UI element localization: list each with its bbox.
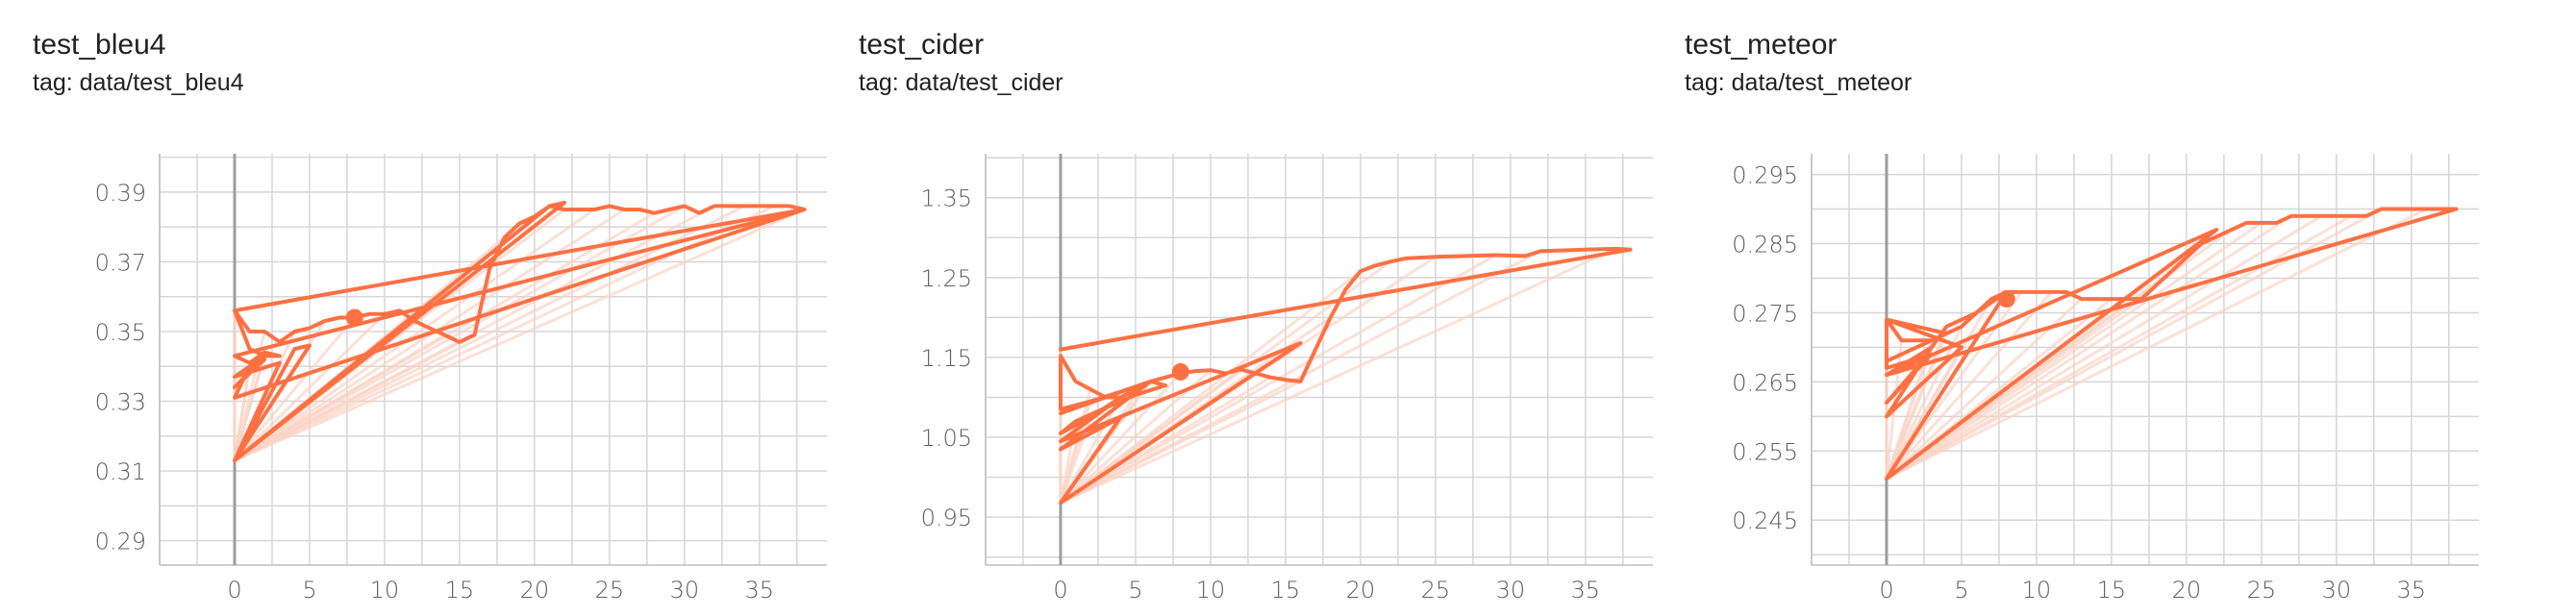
x-tick-label: 5 [1128, 577, 1142, 604]
x-tick-label: 0 [227, 577, 241, 604]
y-tick-label: 1.25 [921, 265, 972, 292]
raw-series-segment [1059, 396, 1122, 504]
x-tick-label: 10 [2022, 577, 2052, 604]
y-tick-label: 0.29 [95, 529, 146, 555]
raw-series-segment [1885, 333, 1948, 480]
chart-panel-test-bleu4: test_bleu4 tag: data/test_bleu4 0.29 0.31… [0, 0, 827, 616]
x-tick-label: 30 [1496, 577, 1526, 604]
x-tick-label: 35 [745, 577, 775, 604]
y-tick-label: 0.245 [1732, 507, 1798, 534]
raw-series-segment [234, 208, 596, 462]
raw-series-segment [1885, 290, 2053, 480]
x-tick-label: 25 [595, 577, 625, 604]
y-tick-label: 0.33 [95, 389, 146, 416]
x-tick-label: 35 [1571, 577, 1601, 604]
chart-title: test_cider [859, 29, 985, 61]
chart-tag: tag: data/test_cider [859, 69, 1063, 96]
raw-series-segment [1886, 208, 2428, 480]
y-tick-label: 0.265 [1732, 369, 1798, 396]
x-tick-label: 30 [2322, 577, 2352, 604]
raw-series-segment [1886, 214, 2353, 480]
x-tick-label: 5 [1954, 577, 1968, 604]
x-tick-label: 15 [445, 577, 475, 604]
chart-panel-test-cider: test_cider tag: data/test_cider 0.95 1.05… [826, 0, 1653, 616]
raw-series-segment [1059, 372, 1182, 505]
raw-series-segment [1885, 326, 1963, 480]
x-tick-label: 25 [2247, 577, 2277, 604]
highlight-point [345, 308, 363, 327]
x-tick-label: 20 [520, 577, 550, 604]
x-tick-label: 10 [370, 577, 400, 604]
chart-panel-test-meteor: test_meteor tag: data/test_meteor 0.245 0… [1652, 0, 2479, 616]
series-line [1059, 246, 1633, 505]
y-tick-label: 1.35 [921, 185, 972, 212]
x-tick-label: 25 [1421, 577, 1451, 604]
x-tick-label: 35 [2397, 577, 2427, 604]
y-tick-label: 0.35 [95, 319, 146, 346]
x-tick-label: 15 [1271, 577, 1301, 604]
y-tick-label: 1.05 [921, 425, 972, 452]
x-tick-label: 20 [2172, 577, 2202, 604]
x-tick-label: 15 [2097, 577, 2127, 604]
chart-tag: tag: data/test_meteor [1685, 69, 1913, 96]
raw-series-segment [1886, 214, 2323, 480]
raw-series-segment [1060, 380, 1302, 505]
y-tick-label: 1.15 [921, 345, 972, 372]
raw-series-segment [233, 366, 252, 461]
raw-series-segment [1060, 376, 1272, 505]
raw-series-segment [234, 205, 686, 462]
series-line [1885, 207, 2459, 481]
raw-series-segment [233, 312, 386, 462]
highlight-point [1171, 362, 1189, 381]
raw-series-lines [1059, 247, 1616, 505]
highlight-point [1997, 290, 2015, 308]
y-tick-label: 0.275 [1732, 300, 1798, 327]
y-tick-label: 0.295 [1732, 162, 1798, 189]
x-tick-label: 5 [302, 577, 316, 604]
y-tick-label: 0.95 [921, 505, 972, 531]
y-tick-label: 0.37 [95, 249, 146, 276]
y-tick-label: 0.39 [95, 180, 146, 207]
y-tick-label: 0.255 [1732, 438, 1798, 465]
raw-series-segment [233, 316, 356, 462]
series-line [233, 200, 807, 463]
chart-tag: tag: data/test_bleu4 [33, 69, 244, 96]
grid [1811, 154, 2479, 565]
chart-title: test_meteor [1685, 29, 1838, 61]
raw-series-lines [1885, 208, 2428, 480]
x-tick-label: 30 [670, 577, 700, 604]
x-tick-label: 0 [1053, 577, 1067, 604]
x-tick-label: 20 [1346, 577, 1376, 604]
grid [985, 154, 1653, 565]
raw-series-segment [1886, 214, 2292, 480]
x-tick-label: 10 [1196, 577, 1226, 604]
chart-plot-test-meteor: 0.245 0.255 0.265 0.275 0.285 0.295 0 5 10 15 20 25… [1732, 154, 2479, 604]
y-tick-label: 0.285 [1732, 232, 1798, 259]
chart-plot-test-bleu4: 0.29 0.31 0.33 0.35 0.37 0.39 0 5 10 15 20 25 30 35 [95, 154, 827, 604]
chart-plot-test-cider: 0.95 1.05 1.15 1.25 1.35 0 5 10 15 20 25 30 35 [921, 154, 1653, 604]
raw-series-segment [1885, 290, 2023, 480]
raw-series-segment [1060, 247, 1616, 505]
raw-series-segment [234, 208, 806, 462]
chart-title: test_bleu4 [33, 29, 166, 61]
raw-series-segment [1059, 369, 1212, 505]
y-tick-label: 0.31 [95, 458, 146, 485]
x-tick-label: 0 [1879, 577, 1893, 604]
